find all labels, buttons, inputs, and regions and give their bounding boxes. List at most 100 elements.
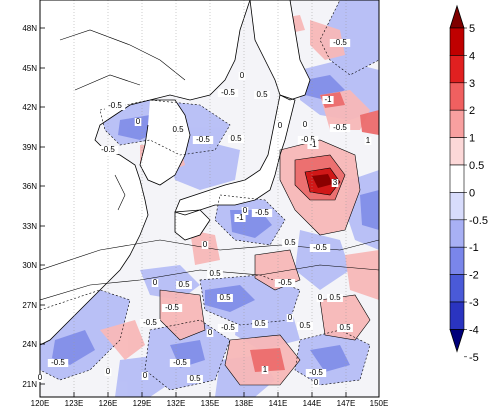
contour-label-bg [187,375,203,383]
colorbar-label: -1 [469,242,479,254]
contour-label: 0.5 [189,374,201,383]
colorbar-segment [449,192,465,221]
contour-label-bg [307,141,319,149]
colorbar-label: -2 [469,270,479,282]
contour-label-bg [104,368,112,376]
colorbar-bottom-arrow [449,328,465,353]
colorbar-top-arrow [449,4,465,29]
contour-label-bg [301,121,309,129]
contour-label: -0.5 [143,318,157,327]
contour-label: 1 [366,136,371,145]
plot-frame [39,0,380,398]
contour-label: -0.5 [51,358,65,367]
contour-label: 0.5 [209,269,221,278]
colorbar-segment [449,274,465,303]
contour-label-bg [192,136,214,144]
contour-label-bg [176,281,192,289]
contour-label-bg [97,146,119,154]
contour-label-bg [217,294,233,302]
y-tick-label: 24N [22,340,37,349]
contour-label: 0 [288,313,293,322]
contour-label-bg [104,102,126,110]
contour-label: 0 [143,371,148,380]
contour-label-bg [141,372,149,380]
contour-label-bg [364,137,372,145]
contour-label-bg [331,179,339,187]
contour-label: 0 [243,206,248,215]
colorbar-segment [449,55,465,84]
x-tick-label: 135E [201,399,220,408]
colorbar-label: 3 [469,78,475,90]
contour-label-bg [274,279,296,287]
contour-label-bg [286,314,294,322]
contour-label-bg [305,369,327,377]
contour-label: 0.5 [339,323,351,332]
y-tick-label: 36N [22,182,37,191]
x-tick-label: 144E [303,399,322,408]
contour-label: -0.5 [196,135,210,144]
contour-label-bg [238,72,246,80]
contour-label: 0.5 [256,90,268,99]
colorbar-segment [449,219,465,248]
x-tick-label: 120E [31,399,50,408]
y-tick-label: 39N [22,143,37,152]
contour-label: -1 [236,213,244,222]
colorbar-segment [449,82,465,111]
contour-label: 0 [240,71,245,80]
contour-label-bg [47,359,69,367]
contour-label-bg [36,374,44,382]
contour-label: -0.5 [313,243,327,252]
colorbar-label: 0.5 [469,160,484,172]
contour-label: 0 [203,240,208,249]
contour-label-bg [322,96,334,104]
contour-label: -0.5 [221,88,235,97]
land-mask [40,0,310,345]
contour-label: 0 [153,278,158,287]
contour-label: 0 [278,121,283,130]
contour-label-bg [327,294,343,302]
contour-label-bg [161,304,183,312]
contour-label-bg [276,122,284,130]
contour-label-bg [169,359,191,367]
y-tick-label: 33N [22,222,37,231]
colorbar-segment [449,246,465,275]
contour-label-bg [337,324,353,332]
contour-label: 0.5 [219,293,231,302]
contour-label: 0 [106,367,111,376]
y-tick-label: 27N [22,301,37,310]
x-tick-label: 132E [167,399,186,408]
colorbar-label: 0 [469,187,475,199]
contour-label-bg [261,366,269,374]
contour-label-bg [297,136,319,144]
x-tick-label: 129E [133,399,152,408]
contour-label-bg [241,207,249,215]
colorbar-label: 4 [469,50,475,62]
x-tick-label: 150E [370,399,389,408]
y-tick-label: 30N [22,261,37,270]
contour-label-bg [251,209,273,217]
contour-label-bg [234,214,246,222]
contour-label: 0.5 [329,293,341,302]
colorbar-label: 2 [469,105,475,117]
contour-label: 0.5 [284,238,296,247]
colorbar-segment [449,109,465,138]
contour-label: 1 [263,365,268,374]
x-tick-label: 126E [99,399,118,408]
contour-label-bg [282,239,298,247]
contour-label-bg [206,329,214,337]
colorbar-segment [449,27,465,56]
contour-label-bg [228,135,244,143]
contour-label: -1 [309,140,317,149]
colorbar-label: -3 [469,297,479,309]
contour-label: 0.5 [172,125,184,134]
contour-label-bg [134,118,142,126]
contour-label-bg [139,319,161,327]
contour-label-bg [170,126,186,134]
x-tick-label: 141E [269,399,288,408]
colorbar-segment [449,301,465,330]
y-tick-label: 21N [22,380,37,389]
contour-label: 0 [303,120,308,129]
contour-label: -0.5 [221,323,235,332]
contour-label: -0.5 [165,303,179,312]
colorbar-label: -0.5 [469,215,488,227]
